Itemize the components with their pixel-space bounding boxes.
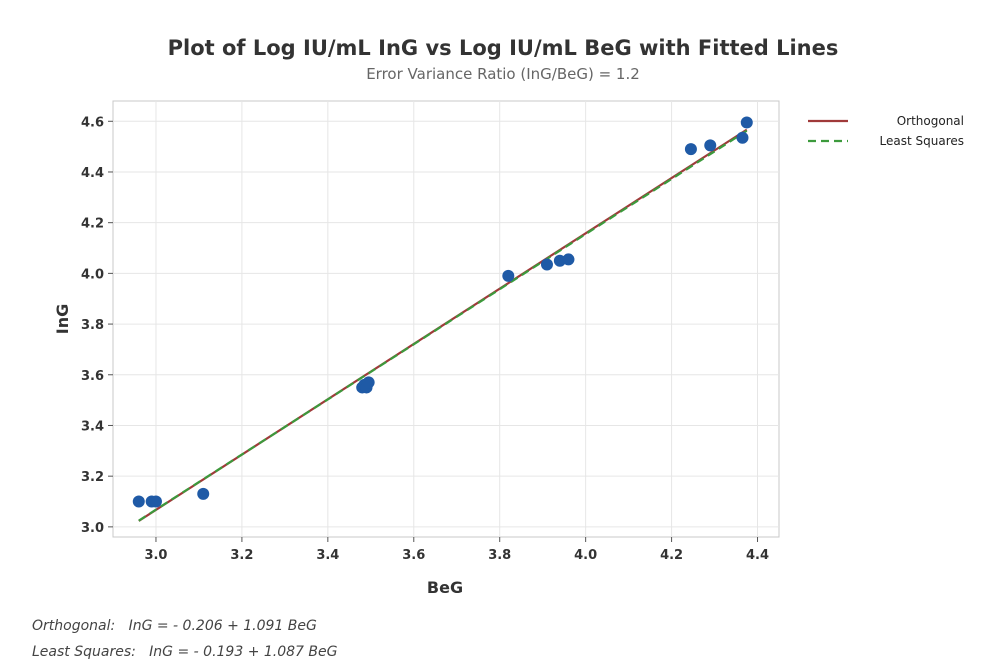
data-point xyxy=(684,143,697,156)
x-tick-label: 3.6 xyxy=(402,548,425,563)
x-tick-label: 3.0 xyxy=(144,548,167,563)
data-point xyxy=(197,487,210,500)
y-axis-ticks: 3.0 3.2 3.4 3.6 3.8 4.0 4.2 4.4 4.6 xyxy=(81,115,113,536)
chart-subtitle: Error Variance Ratio (InG/BeG) = 1.2 xyxy=(366,65,640,83)
data-point xyxy=(149,495,162,508)
x-axis-label: BeG xyxy=(427,578,463,597)
plot-frame xyxy=(112,100,780,538)
data-points xyxy=(132,116,753,508)
y-axis-label: InG xyxy=(53,304,72,334)
data-point xyxy=(540,258,553,271)
least-squares-fit-line xyxy=(138,129,748,522)
data-point xyxy=(736,131,749,144)
legend: Orthogonal Least Squares xyxy=(808,114,964,148)
plot-area xyxy=(112,100,780,538)
grid xyxy=(113,101,779,537)
x-tick-label: 3.2 xyxy=(230,548,253,563)
data-point xyxy=(562,253,575,266)
y-tick-label: 4.0 xyxy=(81,267,104,282)
data-point xyxy=(362,376,375,389)
legend-label: Least Squares xyxy=(880,134,964,148)
fitted-lines xyxy=(138,128,748,522)
y-tick-label: 3.4 xyxy=(81,419,104,434)
legend-label: Orthogonal xyxy=(897,114,964,128)
data-point xyxy=(132,495,145,508)
y-tick-label: 3.6 xyxy=(81,369,104,384)
y-tick-label: 3.0 xyxy=(81,521,104,536)
y-tick-label: 4.6 xyxy=(81,115,104,130)
y-tick-label: 4.2 xyxy=(81,217,104,232)
y-tick-label: 3.8 xyxy=(81,318,104,333)
y-tick-label: 4.4 xyxy=(81,166,104,181)
x-tick-label: 4.2 xyxy=(660,548,683,563)
x-tick-label: 3.4 xyxy=(316,548,339,563)
chart-title: Plot of Log IU/mL InG vs Log IU/mL BeG w… xyxy=(168,36,839,60)
orthogonal-equation: Orthogonal: InG = - 0.206 + 1.091 BeG xyxy=(32,618,317,634)
y-tick-label: 3.2 xyxy=(81,470,104,485)
x-tick-label: 4.0 xyxy=(574,548,597,563)
data-point xyxy=(740,116,753,129)
least-squares-equation: Least Squares: InG = - 0.193 + 1.087 BeG xyxy=(32,644,338,660)
x-axis-ticks: 3.0 3.2 3.4 3.6 3.8 4.0 4.2 4.4 xyxy=(144,537,769,563)
data-point xyxy=(502,269,515,282)
x-tick-label: 4.4 xyxy=(746,548,769,563)
data-point xyxy=(704,139,717,152)
x-tick-label: 3.8 xyxy=(488,548,511,563)
